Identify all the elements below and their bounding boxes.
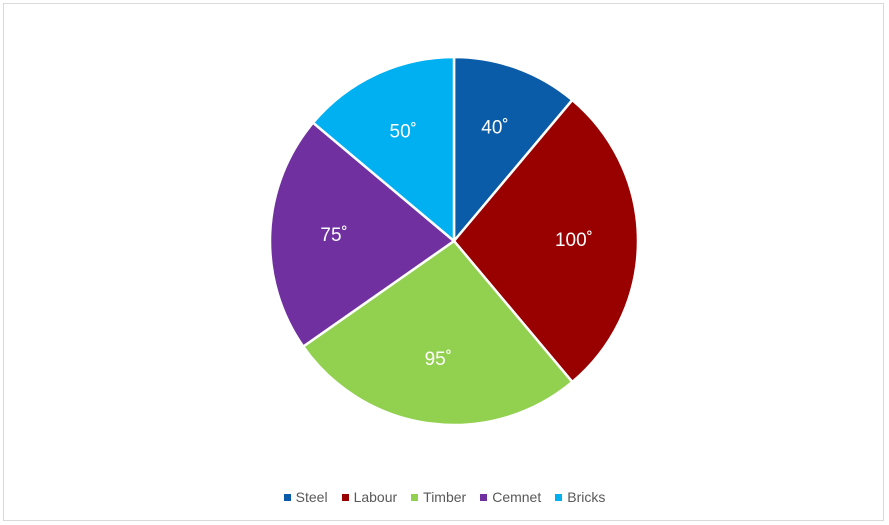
pie-slices (268, 55, 640, 427)
pie-slice-labour (452, 98, 640, 384)
slice-label-cemnet: 75˚ (320, 225, 347, 246)
legend-label: Bricks (567, 489, 606, 505)
legend-label: Timber (423, 489, 467, 505)
pie-slice-steel (452, 55, 574, 243)
legend-swatch (555, 493, 563, 501)
legend-swatch (283, 493, 291, 501)
pie-slice-cemnet (268, 121, 456, 348)
legend-swatch (480, 493, 488, 501)
chart-area: 40˚ 100˚ 95˚ 75˚ 50˚ Steel Labour Timber Cemnet… (3, 3, 884, 521)
legend-label: Cemnet (492, 489, 542, 505)
pie-slice-timber (302, 239, 574, 427)
legend-swatch (341, 493, 349, 501)
slice-label-bricks: 50˚ (390, 121, 417, 142)
pie-slice-bricks (311, 55, 456, 243)
legend-swatch (411, 493, 419, 501)
legend-item-timber: Timber (411, 489, 466, 505)
legend-item-labour: Labour (341, 489, 398, 505)
legend-label: Labour (353, 489, 398, 505)
chart-legend: Steel Labour Timber Cemnet Bricks (4, 489, 885, 505)
pie-chart: 40˚ 100˚ 95˚ 75˚ 50˚ (268, 55, 640, 427)
legend-item-steel: Steel (283, 489, 328, 505)
pie-slice-labels: 40˚ 100˚ 95˚ 75˚ 50˚ (320, 117, 593, 370)
slice-label-labour: 100˚ (555, 230, 593, 251)
slice-label-steel: 40˚ (481, 117, 508, 138)
legend-item-bricks: Bricks (555, 489, 605, 505)
slice-label-timber: 95˚ (425, 349, 452, 370)
legend-label: Steel (295, 489, 328, 505)
legend-item-cemnet: Cemnet (480, 489, 541, 505)
